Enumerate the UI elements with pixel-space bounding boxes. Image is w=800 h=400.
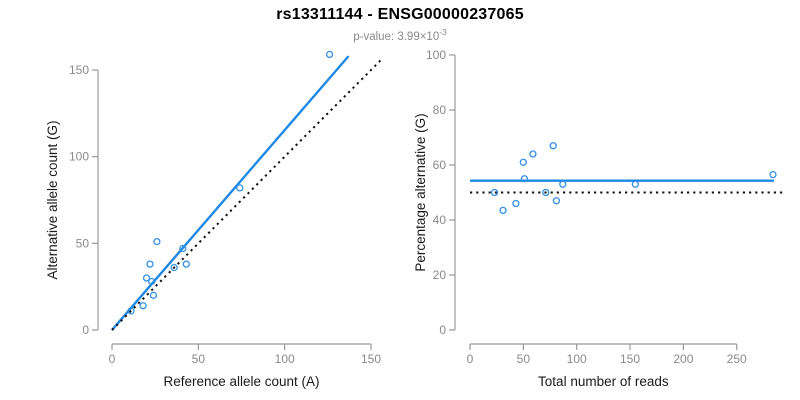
chart-title: rs13311144 - ENSG00000237065 <box>276 6 524 23</box>
y-tick-label: 20 <box>433 268 447 282</box>
data-point <box>559 180 567 188</box>
x-tick-label: 50 <box>517 352 531 366</box>
data-point <box>153 237 161 246</box>
x-tick-label: 100 <box>275 352 295 366</box>
data-point <box>549 142 557 150</box>
data-point <box>769 170 777 179</box>
x-tick-label: 150 <box>361 352 381 366</box>
y-tick-label: 150 <box>69 63 89 77</box>
x-tick-label: 0 <box>109 352 116 366</box>
data-point <box>512 199 520 208</box>
data-point <box>529 150 537 158</box>
data-point <box>139 302 147 310</box>
p-value-exponent: -3 <box>439 27 447 37</box>
y-tick-label: 0 <box>82 323 89 337</box>
x-tick-label: 50 <box>192 352 206 366</box>
data-point <box>148 277 156 286</box>
data-point <box>149 291 158 299</box>
data-point <box>170 263 178 272</box>
x-tick-label: 150 <box>620 352 640 366</box>
chart-subtitle: p-value: 3.99×10-3 <box>0 27 800 43</box>
x-axis-title: Reference allele count (A) <box>163 374 319 389</box>
identity-line <box>111 57 384 331</box>
data-point <box>179 244 187 253</box>
x-tick-label: 200 <box>673 352 693 366</box>
data-point <box>182 260 190 268</box>
y-axis-title: Alternative allele count (G) <box>45 120 60 279</box>
x-axis-title: Total number of reads <box>538 374 669 389</box>
left-scatter-panel: 0 50 100 150 0 50 100 150 Reference allele count… <box>45 50 384 389</box>
data-point <box>236 184 244 192</box>
data-point <box>146 260 154 268</box>
y-axis-title: Percentage alternative (G) <box>413 113 428 271</box>
data-point <box>490 188 499 197</box>
y-tick-label: 50 <box>76 236 90 250</box>
data-point <box>542 188 550 197</box>
right-scatter-panel: 0 20 40 60 80 100 0 50 100 150 200 250 Total number … <box>413 48 783 389</box>
fit-line <box>111 55 350 331</box>
y-tick-label: 80 <box>433 103 447 117</box>
data-point <box>631 180 640 188</box>
chart-header: rs13311144 - ENSG00000237065 p-value: 3.… <box>0 0 800 43</box>
data-point <box>325 50 334 59</box>
y-tick-label: 0 <box>439 323 446 337</box>
data-point <box>520 175 529 183</box>
y-tick-label: 60 <box>433 158 447 172</box>
y-tick-label: 40 <box>433 213 447 227</box>
data-point <box>499 206 507 215</box>
x-tick-label: 0 <box>467 352 474 366</box>
y-tick-label: 100 <box>426 48 446 62</box>
y-tick-label: 100 <box>69 150 89 164</box>
data-point <box>552 197 561 205</box>
x-tick-label: 250 <box>727 352 747 366</box>
p-value-text: p-value: 3.99×10 <box>353 30 440 43</box>
data-point <box>127 307 135 315</box>
data-point <box>519 158 527 166</box>
data-point <box>142 274 151 282</box>
x-tick-label: 100 <box>567 352 587 366</box>
